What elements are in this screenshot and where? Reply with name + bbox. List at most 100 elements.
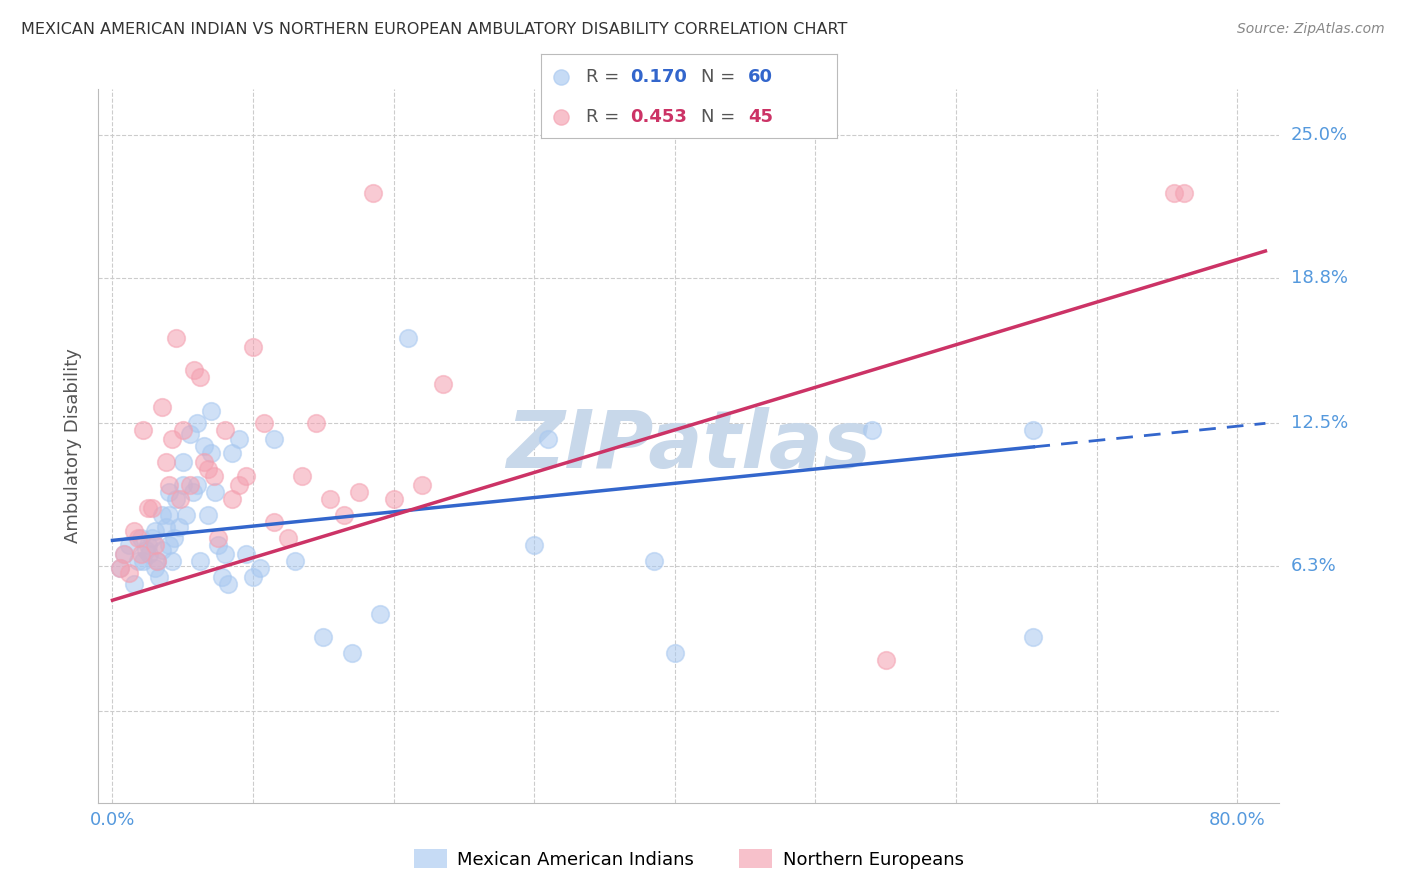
Point (186, 478, 208, 492)
Point (160, 554, 183, 568)
Point (132, 423, 155, 437)
Point (169, 491, 191, 506)
Point (1163, 186, 1185, 200)
Text: 6.3%: 6.3% (1291, 557, 1336, 574)
Point (141, 531, 163, 545)
Point (207, 531, 229, 545)
Point (217, 577, 239, 591)
Point (319, 491, 342, 506)
Point (1022, 423, 1045, 437)
Point (200, 404, 222, 418)
Point (146, 554, 169, 568)
Point (179, 427, 201, 442)
Point (347, 485, 370, 500)
Y-axis label: Ambulatory Disability: Ambulatory Disability (65, 349, 83, 543)
Point (143, 538, 166, 552)
Point (132, 554, 155, 568)
Point (263, 432, 285, 446)
Point (643, 554, 665, 568)
Point (200, 446, 222, 460)
Point (249, 561, 271, 575)
Text: N =: N = (700, 108, 741, 126)
Point (122, 524, 145, 538)
Point (136, 538, 159, 552)
Point (160, 432, 183, 446)
Point (157, 508, 180, 522)
Text: N =: N = (700, 69, 741, 87)
Point (361, 186, 384, 200)
Point (122, 577, 145, 591)
Point (150, 542, 173, 557)
Point (148, 570, 170, 584)
Point (112, 547, 135, 561)
Point (193, 455, 215, 469)
Point (221, 446, 243, 460)
Point (664, 646, 686, 660)
Point (172, 478, 194, 492)
Point (118, 538, 141, 552)
Point (291, 469, 314, 483)
Point (207, 538, 229, 552)
Point (112, 547, 135, 561)
Point (155, 455, 177, 469)
Point (174, 508, 197, 522)
Point (179, 478, 201, 492)
Point (188, 370, 211, 384)
Point (221, 491, 243, 506)
Point (242, 570, 264, 584)
Point (138, 547, 160, 561)
Point (214, 547, 236, 561)
Point (368, 607, 391, 621)
Point (186, 416, 208, 430)
Point (228, 432, 250, 446)
Point (284, 554, 307, 568)
Text: 18.8%: 18.8% (1291, 269, 1347, 287)
Point (143, 524, 166, 538)
Point (108, 561, 131, 575)
Point (108, 561, 131, 575)
Point (183, 363, 205, 377)
Point (129, 531, 152, 545)
Point (312, 630, 335, 644)
Point (157, 485, 180, 500)
Point (277, 531, 299, 545)
Text: 0.170: 0.170 (630, 69, 686, 87)
Point (860, 423, 883, 437)
Point (1173, 186, 1195, 200)
Point (135, 542, 157, 557)
Point (150, 400, 173, 414)
Point (382, 491, 405, 506)
Point (211, 570, 233, 584)
Point (157, 538, 180, 552)
Point (157, 478, 180, 492)
Point (204, 485, 226, 500)
Point (1022, 630, 1045, 644)
Point (155, 519, 177, 533)
Text: ZIPatlas: ZIPatlas (506, 407, 872, 485)
Point (165, 331, 187, 345)
Point (143, 561, 166, 575)
Point (150, 508, 173, 522)
Point (202, 469, 225, 483)
Point (396, 331, 419, 345)
Point (523, 538, 546, 552)
Point (193, 439, 215, 453)
Point (165, 491, 187, 506)
Text: 45: 45 (748, 108, 773, 126)
Point (340, 646, 363, 660)
Text: R =: R = (586, 108, 624, 126)
Point (172, 455, 194, 469)
Point (167, 519, 190, 533)
Point (188, 554, 211, 568)
Point (127, 531, 149, 545)
Point (228, 478, 250, 492)
Point (129, 547, 152, 561)
Point (181, 485, 204, 500)
Text: 60: 60 (748, 69, 773, 87)
Text: 25.0%: 25.0% (1291, 127, 1348, 145)
Point (875, 653, 897, 667)
Point (127, 554, 149, 568)
Point (118, 566, 141, 580)
Point (141, 501, 163, 516)
Point (411, 478, 433, 492)
